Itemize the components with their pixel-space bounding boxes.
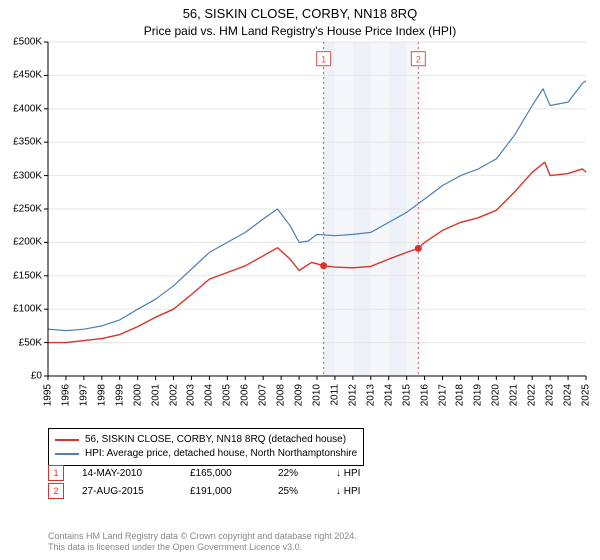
legend-label-hpi: HPI: Average price, detached house, Nort… <box>85 447 357 461</box>
footer-line-2: This data is licensed under the Open Gov… <box>48 542 357 554</box>
y-tick-label: £350K <box>13 137 42 148</box>
y-tick-label: £300K <box>13 170 42 181</box>
x-tick-label: 2003 <box>186 384 197 406</box>
y-axis-labels: £0£50K£100K£150K£200K£250K£300K£350K£400… <box>0 42 46 376</box>
chart-area: 12 <box>48 42 586 376</box>
x-tick-label: 2002 <box>168 384 179 406</box>
x-tick-label: 2006 <box>240 384 251 406</box>
x-tick-label: 2009 <box>294 384 305 406</box>
x-tick-label: 2001 <box>150 384 161 406</box>
x-tick-label: 2012 <box>347 384 358 406</box>
x-tick-label: 2000 <box>132 384 143 406</box>
event-date: 27-AUG-2015 <box>82 486 172 497</box>
x-tick-label: 2011 <box>329 384 340 406</box>
footer-line-1: Contains HM Land Registry data © Crown c… <box>48 531 357 543</box>
event-row: 2 27-AUG-2015 £191,000 25% ↓ HPI <box>48 482 360 500</box>
x-tick-label: 1996 <box>60 384 71 406</box>
x-tick-label: 2018 <box>455 384 466 406</box>
y-tick-label: £450K <box>13 70 42 81</box>
x-tick-label: 2025 <box>581 384 592 406</box>
svg-text:2: 2 <box>416 55 421 65</box>
x-tick-label: 2015 <box>401 384 412 406</box>
x-tick-label: 1998 <box>96 384 107 406</box>
footer-text: Contains HM Land Registry data © Crown c… <box>48 531 357 554</box>
x-tick-label: 2017 <box>437 384 448 406</box>
x-tick-label: 2022 <box>527 384 538 406</box>
svg-text:1: 1 <box>321 55 326 65</box>
legend-swatch-hpi <box>55 453 79 455</box>
event-row: 1 14-MAY-2010 £165,000 22% ↓ HPI <box>48 464 360 482</box>
y-tick-label: £0 <box>31 371 42 382</box>
x-axis-labels: 1995199619971998199920002001200220032004… <box>48 378 586 426</box>
event-price: £191,000 <box>190 486 260 497</box>
x-tick-label: 2010 <box>312 384 323 406</box>
page-subtitle: Price paid vs. HM Land Registry's House … <box>0 24 600 38</box>
y-tick-label: £500K <box>13 37 42 48</box>
x-tick-label: 2021 <box>509 384 520 406</box>
x-tick-label: 2016 <box>419 384 430 406</box>
event-arrow: ↓ HPI <box>336 468 360 479</box>
legend: 56, SISKIN CLOSE, CORBY, NN18 8RQ (detac… <box>48 428 364 466</box>
y-tick-label: £200K <box>13 237 42 248</box>
page-title: 56, SISKIN CLOSE, CORBY, NN18 8RQ <box>0 6 600 21</box>
event-arrow: ↓ HPI <box>336 486 360 497</box>
x-tick-label: 1999 <box>114 384 125 406</box>
event-pct: 25% <box>278 486 318 497</box>
x-tick-label: 2019 <box>473 384 484 406</box>
event-marker-box: 2 <box>48 483 64 499</box>
event-pct: 22% <box>278 468 318 479</box>
event-date: 14-MAY-2010 <box>82 468 172 479</box>
x-tick-label: 2013 <box>365 384 376 406</box>
y-tick-label: £150K <box>13 270 42 281</box>
x-tick-label: 2014 <box>383 384 394 406</box>
y-tick-label: £100K <box>13 304 42 315</box>
x-tick-label: 2024 <box>563 384 574 406</box>
x-tick-label: 2008 <box>276 384 287 406</box>
event-marker-box: 1 <box>48 465 64 481</box>
x-tick-label: 2023 <box>545 384 556 406</box>
x-tick-label: 1997 <box>78 384 89 406</box>
legend-swatch-paid <box>55 439 79 441</box>
x-tick-label: 2005 <box>222 384 233 406</box>
x-tick-label: 1995 <box>43 384 54 406</box>
x-tick-label: 2007 <box>258 384 269 406</box>
legend-label-paid: 56, SISKIN CLOSE, CORBY, NN18 8RQ (detac… <box>85 433 346 447</box>
event-price: £165,000 <box>190 468 260 479</box>
event-table: 1 14-MAY-2010 £165,000 22% ↓ HPI 2 27-AUG-2015… <box>48 464 360 500</box>
y-tick-label: £400K <box>13 103 42 114</box>
x-tick-label: 2020 <box>491 384 502 406</box>
x-tick-label: 2004 <box>204 384 215 406</box>
y-tick-label: £50K <box>19 337 42 348</box>
y-tick-label: £250K <box>13 204 42 215</box>
